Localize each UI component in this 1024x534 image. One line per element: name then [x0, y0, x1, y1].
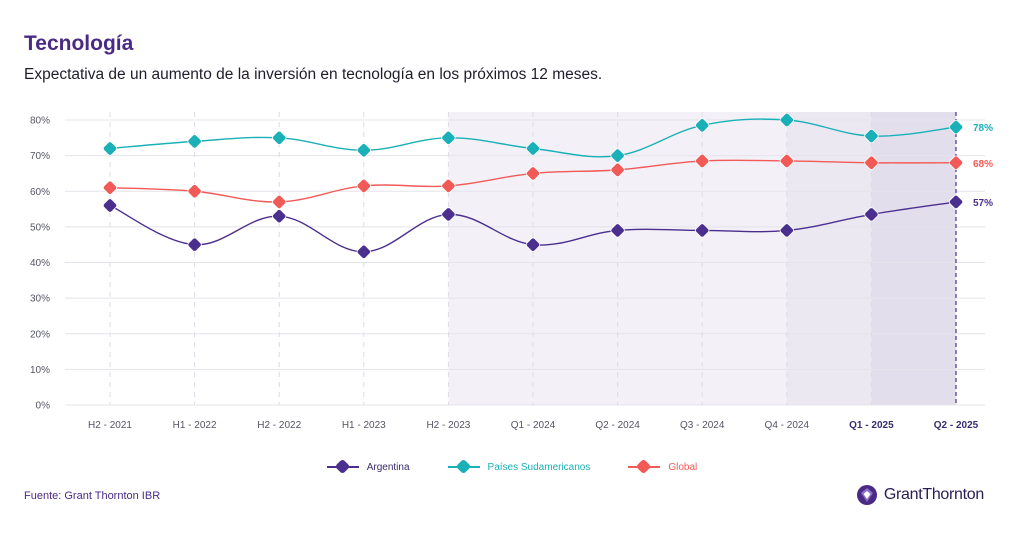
legend-label-sudamericanos: Países Sudamericanos — [487, 461, 591, 473]
y-tick-label: 0% — [36, 401, 51, 412]
series-sudamericanos — [102, 112, 964, 163]
data-point-argentina[interactable] — [271, 208, 287, 224]
data-point-global[interactable] — [779, 153, 795, 169]
y-tick-label: 40% — [30, 258, 50, 269]
x-tick-label: H2 - 2023 — [426, 420, 470, 431]
y-tick-label: 10% — [30, 365, 50, 376]
legend-item-sudamericanos[interactable]: Países Sudamericanos — [447, 458, 591, 475]
end-labels: 57% 78% 68% — [973, 123, 993, 209]
data-point-sudamericanos[interactable] — [441, 130, 457, 146]
data-point-sudamericanos[interactable] — [525, 141, 541, 157]
data-point-global[interactable] — [864, 155, 880, 171]
y-tick-label: 20% — [30, 329, 50, 340]
line-chart: 0% 10% 20% 30% 40% 50% 60% 70% 80% H2 - 2021 H1 -… — [30, 112, 993, 431]
end-label-global: 68% — [973, 159, 993, 170]
y-tick-label: 30% — [30, 294, 50, 305]
data-point-argentina[interactable] — [610, 223, 626, 239]
data-point-argentina[interactable] — [864, 207, 880, 223]
y-tick-label: 70% — [30, 151, 50, 162]
grant-thornton-logo: GrantThornton — [856, 484, 984, 506]
chart-subtitle: Expectativa de un aumento de la inversió… — [24, 66, 603, 83]
end-label-sudamericanos: 78% — [973, 123, 993, 134]
x-tick-label: Q4 - 2024 — [765, 420, 810, 431]
chart-legend: Argentina Países Sudamericanos Global — [0, 458, 1024, 475]
legend-label-argentina: Argentina — [366, 461, 410, 473]
legend-swatch-argentina — [326, 458, 359, 475]
end-label-argentina: 57% — [973, 198, 993, 209]
legend-item-global[interactable]: Global — [628, 458, 698, 475]
data-point-argentina[interactable] — [187, 237, 203, 253]
legend-label-global: Global — [668, 461, 698, 473]
y-tick-label: 80% — [30, 116, 50, 127]
data-point-sudamericanos[interactable] — [779, 112, 795, 128]
data-point-sudamericanos[interactable] — [864, 128, 880, 144]
x-tick-label: H1 - 2022 — [173, 420, 217, 431]
data-point-argentina[interactable] — [948, 194, 964, 210]
chart-title: Tecnología — [24, 32, 134, 55]
series-argentina — [102, 194, 964, 259]
data-point-sudamericanos[interactable] — [610, 148, 626, 164]
y-axis-ticks: 0% 10% 20% 30% 40% 50% 60% 70% 80% — [30, 116, 50, 412]
data-point-global[interactable] — [187, 183, 203, 199]
data-point-global[interactable] — [356, 178, 372, 194]
data-point-argentina[interactable] — [779, 223, 795, 239]
data-point-global[interactable] — [610, 162, 626, 178]
data-point-sudamericanos[interactable] — [187, 134, 203, 150]
chart-grid — [65, 112, 985, 406]
x-tick-label: H2 - 2021 — [88, 420, 132, 431]
x-tick-label: Q2 - 2024 — [595, 420, 640, 431]
data-point-global[interactable] — [102, 180, 118, 196]
data-point-global[interactable] — [694, 153, 710, 169]
x-tick-label: Q3 - 2024 — [680, 420, 725, 431]
x-tick-label: H2 - 2022 — [257, 420, 301, 431]
grant-thornton-logo-icon — [856, 485, 877, 505]
shaded-period-2 — [871, 112, 956, 405]
y-tick-label: 50% — [30, 222, 50, 233]
series-global — [102, 153, 964, 210]
legend-item-argentina[interactable]: Argentina — [326, 458, 410, 475]
logo-text: GrantThornton — [883, 486, 984, 503]
data-point-argentina[interactable] — [102, 198, 118, 214]
data-point-argentina[interactable] — [525, 237, 541, 253]
data-point-global[interactable] — [948, 155, 964, 171]
data-point-sudamericanos[interactable] — [694, 118, 710, 134]
data-point-sudamericanos[interactable] — [271, 130, 287, 146]
data-point-argentina[interactable] — [441, 207, 457, 223]
data-point-global[interactable] — [525, 166, 541, 182]
series-lines — [102, 112, 964, 259]
x-tick-label: Q1 - 2025 — [849, 420, 894, 431]
data-point-argentina[interactable] — [356, 244, 372, 260]
x-tick-label: H1 - 2023 — [342, 420, 386, 431]
data-point-sudamericanos[interactable] — [356, 143, 372, 159]
data-point-argentina[interactable] — [694, 223, 710, 239]
data-point-global[interactable] — [271, 194, 287, 210]
data-point-sudamericanos[interactable] — [102, 141, 118, 157]
x-axis-ticks: H2 - 2021 H1 - 2022 H2 - 2022 H1 - 2023 H2 -… — [88, 420, 979, 431]
data-point-global[interactable] — [441, 178, 457, 194]
source-note: Fuente: Grant Thornton IBR — [24, 490, 161, 502]
data-point-sudamericanos[interactable] — [948, 119, 964, 135]
x-tick-label: Q2 - 2025 — [934, 420, 979, 431]
legend-swatch-global — [628, 458, 661, 475]
x-tick-label: Q1 - 2024 — [511, 420, 556, 431]
legend-swatch-sudamericanos — [447, 458, 480, 475]
y-tick-label: 60% — [30, 187, 50, 198]
